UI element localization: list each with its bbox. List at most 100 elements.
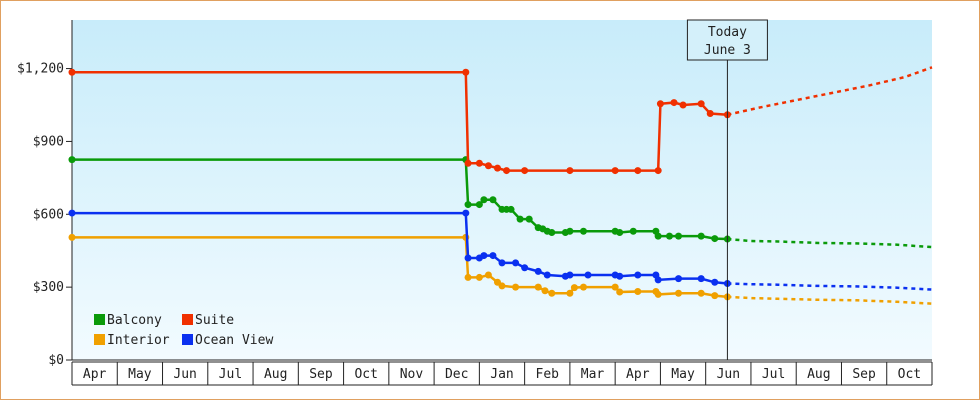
balcony-point: [507, 205, 515, 213]
balcony-point: [464, 201, 472, 209]
suite-point: [503, 167, 511, 175]
interior-point: [484, 271, 492, 279]
y-tick-label: $600: [33, 207, 64, 222]
ocean-view-point: [68, 209, 76, 217]
suite-point: [706, 110, 714, 117]
suite-point: [670, 99, 678, 107]
ocean-view-point: [489, 252, 497, 260]
suite-point: [484, 162, 492, 170]
x-tick-label: Apr: [83, 367, 107, 382]
x-tick-label: Jun: [717, 367, 740, 382]
x-tick-label: Jul: [762, 367, 785, 382]
ocean-view-point: [711, 278, 719, 286]
interior-point: [68, 233, 76, 241]
ocean-view-point: [654, 276, 662, 284]
suite-point: [566, 167, 574, 175]
ocean-view-point: [543, 271, 551, 279]
today-label: Today: [708, 25, 747, 40]
interior-point: [675, 289, 683, 297]
x-tick-label: Jul: [219, 367, 242, 382]
suite-legend-label: Suite: [195, 313, 234, 328]
interior-legend-label: Interior: [107, 333, 170, 348]
balcony-point: [711, 235, 719, 243]
balcony-point: [566, 227, 574, 235]
x-tick-label: Feb: [536, 367, 560, 382]
ocean-view-point: [498, 259, 506, 267]
suite-legend-swatch: [182, 314, 193, 325]
balcony-point: [675, 232, 683, 240]
suite-point: [611, 167, 619, 175]
interior-point: [654, 290, 662, 298]
ocean-view-point: [634, 271, 642, 279]
x-tick-label: Sep: [309, 367, 333, 382]
interior-point: [570, 284, 578, 292]
interior-point: [697, 289, 705, 297]
interior-point: [464, 273, 472, 281]
interior-point: [512, 283, 520, 291]
interior-point: [534, 283, 542, 291]
suite-point: [634, 167, 642, 175]
x-tick-label: Apr: [626, 367, 650, 382]
interior-legend-swatch: [94, 334, 105, 345]
suite-point: [521, 167, 529, 175]
x-tick-label: Oct: [898, 367, 921, 382]
x-tick-label: Aug: [807, 367, 830, 382]
ocean-view-point: [512, 259, 520, 267]
interior-point: [541, 287, 549, 295]
balcony-point: [525, 215, 533, 223]
suite-point: [462, 68, 470, 76]
interior-point: [498, 282, 506, 290]
balcony-projection-line: [727, 237, 933, 249]
x-tick-label: Mar: [581, 367, 605, 382]
x-tick-label: Oct: [354, 367, 377, 382]
interior-point: [616, 288, 624, 296]
suite-point: [697, 100, 705, 108]
ocean-view-point: [534, 267, 542, 275]
interior-point: [711, 292, 719, 300]
balcony-legend-swatch: [94, 314, 105, 325]
today-box: [686, 19, 768, 61]
balcony-point: [516, 215, 524, 223]
suite-point: [68, 68, 76, 76]
suite-projection-line: [727, 66, 933, 116]
y-tick-label: $300: [33, 280, 64, 295]
interior-point: [634, 288, 642, 296]
x-tick-label: Dec: [445, 367, 468, 382]
balcony-point: [654, 232, 662, 240]
suite-point: [654, 167, 662, 175]
interior-projection-line: [727, 295, 933, 305]
balcony-point: [629, 227, 637, 235]
ocean-view-point: [480, 252, 488, 260]
suite-point: [656, 100, 664, 108]
interior-point: [611, 283, 619, 291]
ocean-view-point: [521, 264, 529, 272]
balcony-point: [665, 232, 673, 240]
balcony-point: [616, 229, 624, 236]
y-tick-label: $1,200: [17, 62, 64, 77]
y-tick-label: $900: [33, 134, 64, 149]
ocean-view-point: [462, 209, 470, 217]
ocean-view-point: [584, 271, 592, 279]
balcony-point: [548, 229, 556, 236]
x-tick-label: May: [128, 367, 152, 382]
ocean-view-legend-swatch: [182, 334, 193, 345]
plot-area: [72, 20, 932, 360]
balcony-point: [68, 156, 76, 164]
suite-point: [679, 101, 687, 109]
interior-point: [475, 273, 483, 281]
interior-point: [566, 289, 574, 297]
x-tick-label: Sep: [852, 367, 876, 382]
suite-point: [493, 164, 501, 172]
x-tick-label: Jan: [490, 367, 513, 382]
ocean-view-projection-line: [727, 282, 933, 291]
suite-point: [475, 159, 483, 167]
x-tick-label: Jun: [173, 367, 196, 382]
ocean-view-point: [675, 275, 683, 283]
suite-point: [464, 159, 472, 167]
ocean-view-point: [697, 275, 705, 283]
ocean-view-point: [566, 271, 574, 279]
x-tick-label: Aug: [264, 367, 287, 382]
x-tick-label: May: [671, 367, 695, 382]
y-tick-label: $0: [48, 353, 64, 368]
